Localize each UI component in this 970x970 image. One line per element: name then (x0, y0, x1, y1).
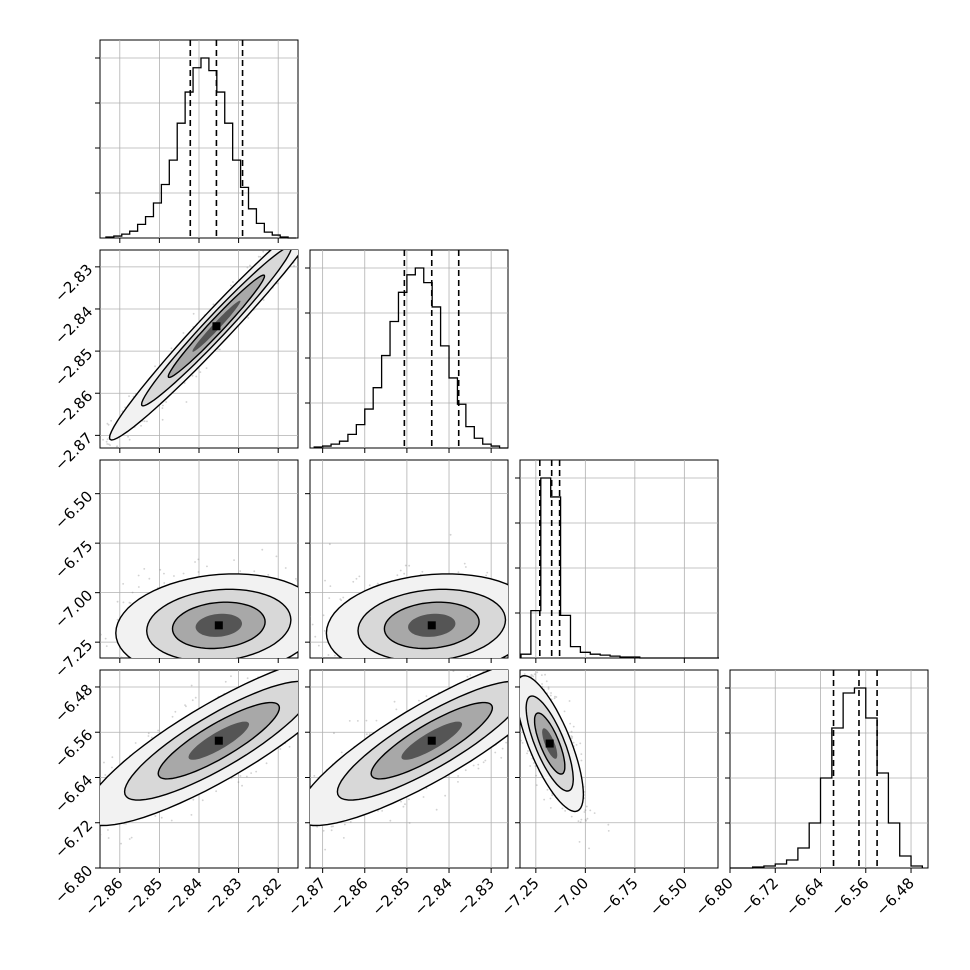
density-peak (214, 621, 223, 630)
histogram-step (105, 57, 297, 239)
y-tick-label: −6.50 (51, 487, 96, 532)
x-tick-label: −2.84 (161, 874, 206, 919)
y-tick-label: −6.64 (51, 771, 96, 816)
y-tick-label: −6.56 (51, 726, 96, 771)
x-tick-label: −7.00 (547, 874, 592, 919)
x-tick-label: −6.64 (782, 874, 827, 919)
panel-content (100, 548, 298, 658)
y-tick-label: −2.87 (51, 429, 96, 474)
pair-3-0 (95, 669, 299, 873)
panel-frame (729, 669, 929, 869)
density-peak (427, 621, 436, 630)
x-tick-label: −2.82 (240, 874, 285, 919)
y-tick-label: −2.83 (51, 260, 96, 305)
hist-panel-0 (95, 39, 299, 243)
hist-panel-2 (515, 459, 719, 663)
density-peak (545, 739, 554, 748)
y-tick-label: −6.72 (51, 816, 96, 861)
x-tick-label: −6.56 (827, 874, 872, 919)
x-tick-label: −2.83 (453, 874, 498, 919)
panel-content (310, 533, 508, 658)
panel-frame (519, 459, 719, 659)
pair-2-1 (305, 459, 509, 663)
y-tick-label: −6.48 (51, 681, 96, 726)
panel-frame (309, 249, 509, 449)
panel-content (520, 671, 610, 850)
y-tick-label: −6.75 (51, 537, 96, 582)
panel-content (100, 250, 298, 448)
hist-panel-3 (725, 669, 929, 873)
density-peak (212, 322, 221, 331)
x-tick-label: −2.85 (368, 874, 413, 919)
y-tick-label: −7.00 (51, 586, 96, 631)
pair-1-0 (95, 249, 299, 453)
y-tick-label: −7.25 (51, 636, 96, 681)
x-tick-label: −6.50 (646, 874, 691, 919)
x-tick-label: −2.87 (284, 874, 329, 919)
panel-content (100, 670, 298, 845)
x-tick-label: −7.25 (497, 874, 542, 919)
pair-3-1 (305, 669, 509, 873)
x-tick-label: −2.85 (121, 874, 166, 919)
panel-content (310, 670, 508, 851)
histogram-step (520, 477, 719, 659)
density-peak (427, 736, 436, 745)
y-tick-label: −2.86 (51, 387, 96, 432)
histogram-step (730, 687, 923, 869)
density-peak (214, 736, 223, 745)
x-tick-label: −6.75 (596, 874, 641, 919)
x-tick-label: −2.86 (326, 874, 371, 919)
x-tick-label: −2.84 (411, 874, 456, 919)
hist-panel-1 (305, 249, 509, 453)
x-tick-label: −6.48 (873, 874, 918, 919)
y-tick-label: −2.84 (51, 303, 96, 348)
pair-2-0 (95, 459, 299, 663)
histogram-step (313, 267, 508, 449)
x-tick-label: −2.83 (200, 874, 245, 919)
pair-3-2 (515, 669, 719, 873)
x-tick-label: −6.80 (692, 874, 737, 919)
x-tick-label: −6.72 (737, 874, 782, 919)
y-tick-label: −2.85 (51, 345, 96, 390)
